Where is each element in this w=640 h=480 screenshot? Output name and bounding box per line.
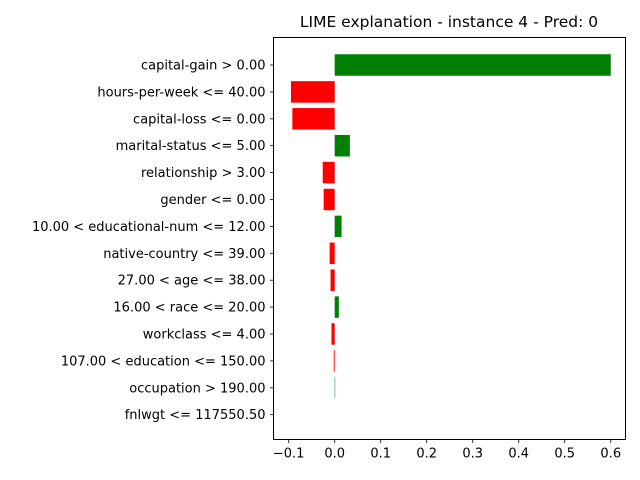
bar	[334, 134, 350, 157]
bar	[331, 323, 335, 345]
y-tick-label: 107.00 < education <= 150.00	[61, 354, 266, 369]
bar	[334, 296, 339, 318]
x-tick-label: 0.1	[370, 447, 391, 462]
y-tick-label: 16.00 < race <= 20.00	[113, 301, 265, 316]
bar	[290, 81, 335, 103]
y-tick-label: relationship > 3.00	[141, 166, 266, 181]
y-tick-label: 10.00 < educational-num <= 12.00	[32, 220, 266, 235]
bar	[322, 161, 335, 184]
x-tick-label: −0.1	[273, 447, 305, 462]
bar	[323, 188, 335, 211]
bar	[333, 350, 335, 372]
y-axis-labels: capital-gain > 0.00 hours-per-week <= 40.…	[32, 59, 274, 423]
x-tick-label: 0.0	[324, 447, 345, 462]
chart-title: LIME explanation - instance 4 - Pred: 0	[300, 13, 598, 31]
bars-group	[290, 54, 611, 399]
y-tick-label: hours-per-week <= 40.00	[97, 85, 265, 100]
x-tick-label: 0.5	[554, 447, 575, 462]
plot-area-frame	[273, 37, 626, 440]
y-tick-label: capital-loss <= 0.00	[133, 112, 265, 127]
y-tick-label: occupation > 190.00	[129, 381, 265, 396]
bar	[334, 54, 611, 76]
y-tick-label: marital-status <= 5.00	[116, 139, 266, 154]
bar	[334, 215, 342, 238]
y-tick-label: workclass <= 4.00	[143, 328, 266, 343]
y-tick-label: 27.00 < age <= 38.00	[118, 274, 266, 289]
x-axis: −0.1 0.0 0.1 0.2 0.3 0.4 0.5 0.6	[273, 439, 621, 462]
y-tick-label: gender <= 0.00	[160, 193, 265, 208]
x-tick-label: 0.6	[600, 447, 621, 462]
bar	[292, 108, 335, 130]
x-tick-label: 0.4	[508, 447, 529, 462]
x-tick-label: 0.3	[462, 447, 483, 462]
bar	[329, 242, 335, 265]
x-tick-label: 0.2	[416, 447, 437, 462]
y-tick-label: native-country <= 39.00	[103, 247, 265, 262]
bar	[330, 269, 335, 291]
y-tick-label: capital-gain > 0.00	[141, 59, 266, 74]
y-tick-label: fnlwgt <= 117550.50	[125, 408, 266, 423]
